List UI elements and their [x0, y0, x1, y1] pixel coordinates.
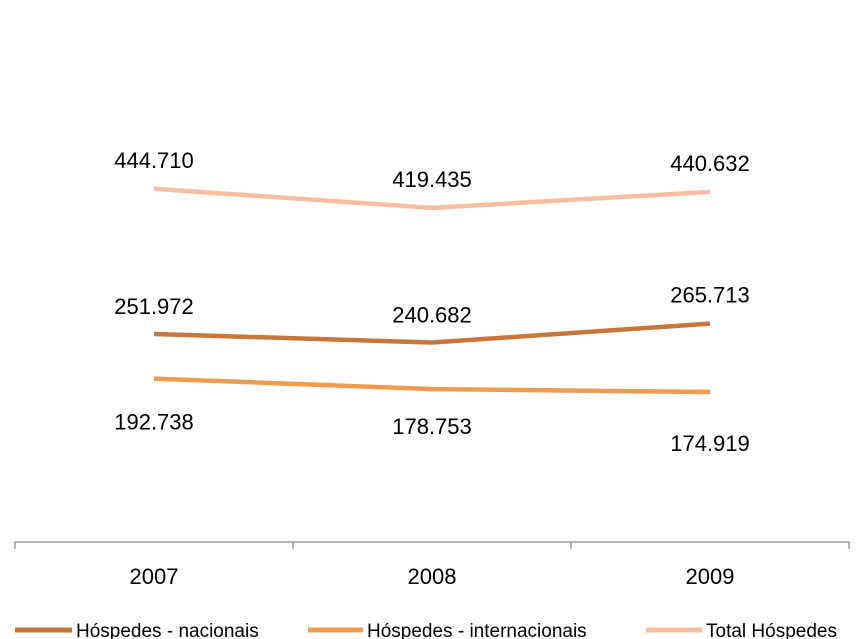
x-tick-label: 2008: [408, 564, 457, 589]
series-line-hospedes-nacionais: [153, 321, 711, 345]
data-label-hospedes-internacionais: 192.738: [114, 410, 194, 435]
legend-item-total-hospedes: Total Hóspedes: [646, 621, 837, 639]
legend-item-hospedes-nacionais: Hóspedes - nacionais: [15, 621, 259, 639]
series-line-total-hospedes: [153, 186, 711, 211]
legend-item-hospedes-internacionais: Hóspedes - internacionais: [308, 621, 587, 639]
data-label-hospedes-nacionais: 265.713: [670, 283, 750, 308]
legend: Hóspedes - nacionais Hóspedes - internaci…: [15, 621, 837, 639]
data-label-total-hospedes: 440.632: [670, 151, 750, 176]
x-tick-label: 2009: [686, 564, 735, 589]
data-label-hospedes-internacionais: 178.753: [392, 414, 472, 439]
data-labels: 251.972 240.682 265.713 192.738 178.753 174.9…: [114, 148, 750, 456]
data-label-total-hospedes: 419.435: [392, 167, 472, 192]
legend-label: Hóspedes - internacionais: [367, 621, 587, 639]
legend-label: Total Hóspedes: [706, 621, 837, 639]
data-label-total-hospedes: 444.710: [114, 148, 194, 173]
data-label-hospedes-nacionais: 240.682: [392, 303, 472, 328]
x-tick-label: 2007: [130, 564, 179, 589]
x-axis: 2007 2008 2009: [14, 541, 850, 589]
series-line-hospedes-internacionais: [153, 376, 711, 395]
series-lines: [153, 186, 711, 395]
legend-label: Hóspedes - nacionais: [76, 621, 259, 639]
data-label-hospedes-nacionais: 251.972: [114, 294, 194, 319]
data-label-hospedes-internacionais: 174.919: [670, 431, 750, 456]
